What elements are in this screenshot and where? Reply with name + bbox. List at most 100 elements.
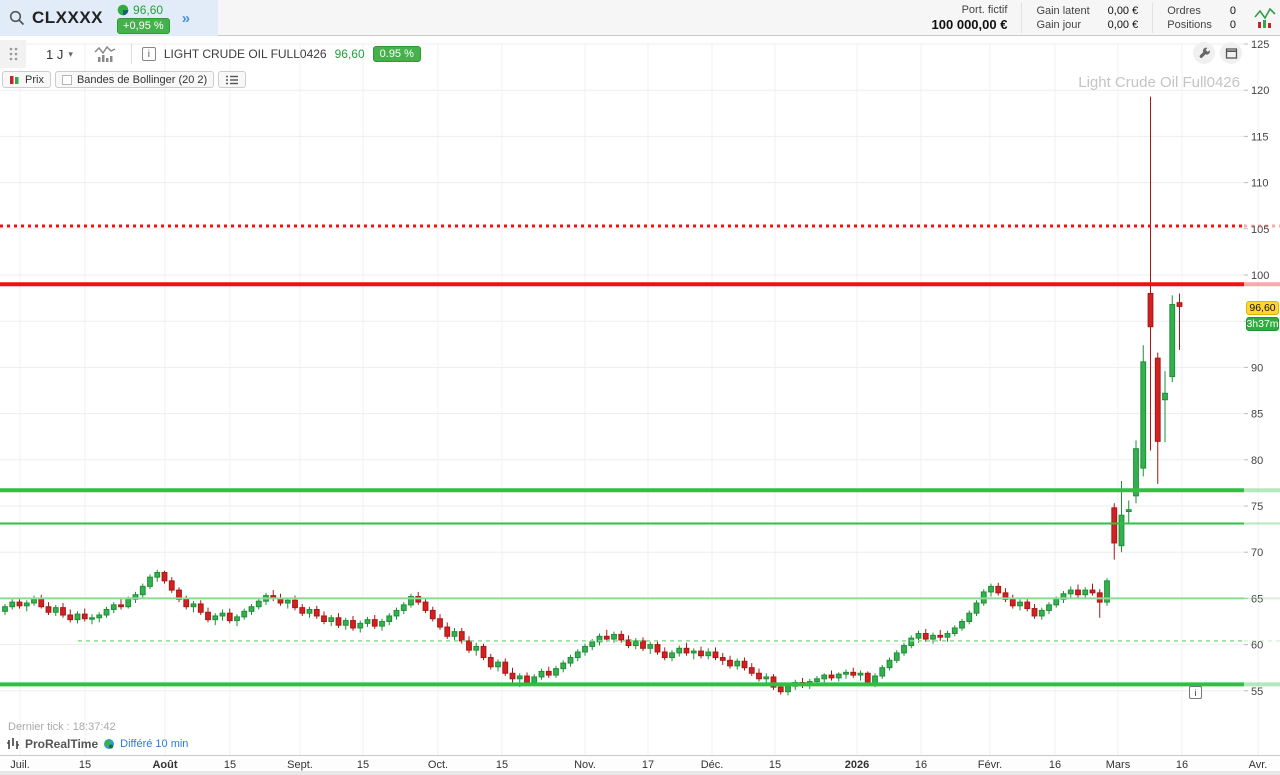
- candle-body: [1176, 302, 1183, 307]
- candle-body: [45, 606, 52, 613]
- candle-body: [741, 660, 748, 669]
- candle-body: [364, 619, 371, 624]
- chart-toolbar: 1 J ▾ i LIGHT CRUDE OIL FULL0426 96,60 0…: [0, 40, 1280, 68]
- date-tick-label: Oct.: [427, 759, 449, 771]
- candle-body: [400, 604, 407, 611]
- maximize-window-button[interactable]: [1220, 42, 1242, 64]
- candle-body: [1154, 357, 1161, 442]
- candle-body: [328, 617, 335, 623]
- candle-body: [357, 622, 364, 629]
- candle-body: [553, 668, 559, 676]
- candle-body: [139, 585, 146, 596]
- chart-info-button[interactable]: i: [1189, 686, 1202, 699]
- candle-body: [502, 661, 509, 674]
- candle-body: [835, 673, 842, 679]
- price-tick-label: 65: [1251, 593, 1263, 605]
- candle-body: [183, 598, 190, 608]
- candle-body: [632, 640, 639, 647]
- portfolio-panel: Port. fictif 100 000,00 € Gain latent 0,…: [918, 0, 1250, 36]
- date-tick-label: 15: [495, 759, 509, 771]
- instrument-info-button[interactable]: i: [141, 47, 156, 61]
- candle-body: [770, 676, 777, 688]
- candle-body: [908, 637, 915, 647]
- candle-body: [466, 640, 472, 651]
- candle-body: [843, 671, 849, 675]
- candle-body: [321, 615, 327, 622]
- candle-body: [74, 613, 81, 621]
- candle-body: [168, 580, 175, 591]
- candle-body: [480, 645, 487, 659]
- chart-style-button[interactable]: [93, 44, 117, 64]
- candle-body: [190, 603, 197, 608]
- candle-body: [988, 585, 994, 593]
- candle-body: [1038, 609, 1045, 617]
- drag-handle[interactable]: [0, 40, 26, 68]
- candle-body: [618, 633, 625, 641]
- workspace-chart-button[interactable]: [1252, 5, 1278, 31]
- search-icon[interactable]: [8, 9, 26, 27]
- candle-body: [821, 674, 828, 680]
- candle-body: [705, 651, 712, 657]
- candle-body: [212, 615, 219, 621]
- candle-body: [2, 606, 8, 612]
- orders-label: Ordres: [1167, 5, 1201, 17]
- candle-body: [23, 602, 30, 607]
- candle-body: [574, 651, 581, 659]
- chart-style-icon: [94, 45, 116, 62]
- candle-body: [589, 641, 596, 647]
- candle-body: [205, 611, 211, 621]
- candle-body: [1125, 509, 1132, 513]
- date-tick-label: Juil.: [10, 759, 30, 771]
- candle-body: [814, 678, 820, 683]
- date-tick-label: 2026: [844, 759, 870, 771]
- candle-body: [234, 616, 240, 622]
- candle-body: [864, 672, 871, 684]
- globe-icon: [104, 739, 115, 749]
- candle-body: [531, 676, 538, 683]
- last-tick-text: Dernier tick : 18:37:42: [8, 721, 116, 733]
- date-tick-label: 16: [914, 759, 928, 771]
- candle-body: [335, 617, 342, 626]
- candle-body: [669, 652, 675, 659]
- candle-body: [785, 685, 791, 693]
- price-tick-label: 110: [1251, 178, 1269, 190]
- candle-body: [1133, 448, 1139, 497]
- bollinger-chip[interactable]: Bandes de Bollinger (20 2): [54, 71, 215, 88]
- gain-latent-label: Gain latent: [1036, 5, 1090, 17]
- date-tick-label: Nov.: [574, 759, 596, 771]
- delayed-data-link[interactable]: Différé 10 min: [120, 738, 189, 750]
- candle-body: [756, 672, 762, 680]
- settings-button[interactable]: [1193, 42, 1215, 64]
- expand-chevron[interactable]: »: [181, 9, 191, 27]
- candle-body: [1140, 361, 1147, 469]
- candle-body: [306, 608, 313, 614]
- date-tick-label: Sept.: [287, 759, 313, 771]
- candle-body: [748, 667, 755, 674]
- candle-body: [458, 631, 465, 642]
- price-series-chip[interactable]: Prix: [2, 71, 51, 88]
- portfolio-label: Port. fictif: [961, 4, 1008, 16]
- indicator-list-button[interactable]: [218, 71, 247, 88]
- instrument-change-badge: 0.95 %: [372, 46, 421, 62]
- date-axis[interactable]: Juil. 15 Août 15 Sept. 15 Oct. 15 Nov. 17 Déc. 15 20…: [0, 755, 1280, 775]
- candle-body: [1147, 292, 1154, 328]
- date-tick-label: 16: [1048, 759, 1062, 771]
- orders-column: Ordres 0 Positions 0: [1152, 3, 1250, 33]
- bollinger-checkbox[interactable]: [61, 74, 72, 85]
- candle-body: [763, 676, 770, 680]
- instrument-search-cell[interactable]: CLXXXX 96,60 +0,95 % »: [0, 0, 218, 36]
- last-price-badge: 96,60: [1246, 301, 1279, 315]
- candle-body: [509, 672, 516, 680]
- candle-body: [89, 617, 95, 620]
- bollinger-chip-label: Bandes de Bollinger (20 2): [76, 73, 208, 86]
- gain-latent-value: 0,00 €: [1107, 5, 1139, 17]
- gain-jour-label: Gain jour: [1036, 19, 1082, 31]
- timeframe-dropdown[interactable]: 1 J ▾: [40, 44, 79, 65]
- candle-body: [67, 614, 74, 621]
- candle-body: [16, 601, 23, 607]
- candle-body: [1162, 392, 1168, 401]
- candle-body: [1104, 580, 1110, 603]
- candle-body: [9, 601, 16, 608]
